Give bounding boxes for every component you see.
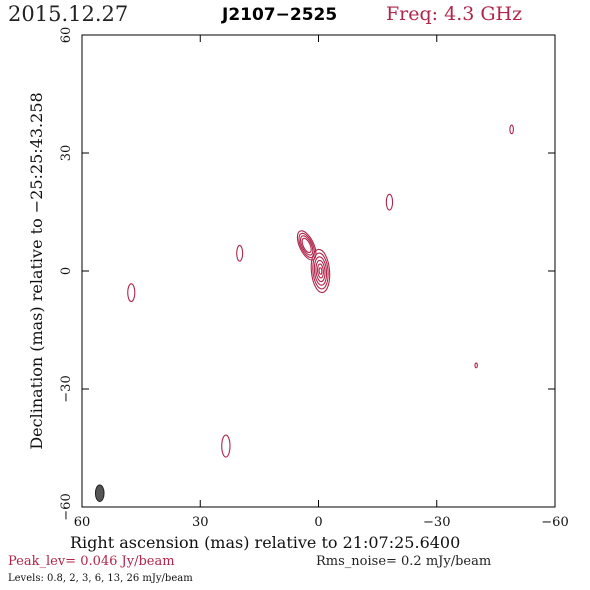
contour-line (509, 124, 514, 135)
peak-level: Peak_lev= 0.046 Jy/beam (8, 554, 175, 569)
contour-line (385, 193, 394, 211)
rms-noise: Rms_noise= 0.2 mJy/beam (316, 554, 492, 569)
contour-levels: Levels: 0.8, 2, 3, 6, 13, 26 mJy/beam (8, 573, 193, 584)
beam-ellipse (94, 484, 105, 502)
contour-component (509, 124, 514, 135)
x-tick-label: 60 (74, 515, 91, 530)
contour-line (312, 252, 329, 290)
contour-line (296, 230, 317, 261)
contour-component (127, 283, 136, 303)
contour-line (236, 244, 244, 262)
x-tick-label: 0 (314, 515, 322, 530)
contour-line (318, 267, 323, 275)
contour-component (296, 230, 317, 261)
contour-component (236, 244, 244, 262)
observation-date: 2015.12.27 (8, 2, 129, 26)
contour-line (301, 237, 312, 254)
beam-shape (94, 484, 105, 502)
contour-line (315, 259, 326, 283)
x-tick-label: −60 (541, 515, 568, 530)
contour-component (385, 193, 394, 211)
contour-line (313, 256, 328, 286)
y-tick-label: −60 (59, 493, 74, 520)
contour-component (474, 362, 478, 369)
x-axis-label: Right ascension (mas) relative to 21:07:… (70, 533, 461, 552)
plot-frame (81, 34, 556, 508)
y-tick-label: 0 (59, 267, 74, 275)
contour-line (474, 362, 478, 369)
y-axis-label: Declination (mas) relative to −25:25:43.… (27, 92, 46, 449)
y-tick-label: −30 (59, 375, 74, 402)
y-tick-label: 60 (59, 27, 74, 44)
x-tick-label: −30 (423, 515, 450, 530)
contour-line (310, 248, 331, 294)
contour-line (298, 232, 315, 259)
contour-line (221, 434, 231, 458)
contour-line (127, 283, 136, 303)
frequency-label: Freq: 4.3 GHz (386, 3, 523, 25)
contour-component (310, 248, 331, 294)
y-tick-label: 30 (59, 145, 74, 162)
contour-line (300, 235, 314, 256)
source-name: J2107−2525 (222, 5, 338, 25)
contour-component (221, 434, 231, 458)
x-tick-label: 30 (192, 515, 209, 530)
contour-line (316, 263, 324, 279)
